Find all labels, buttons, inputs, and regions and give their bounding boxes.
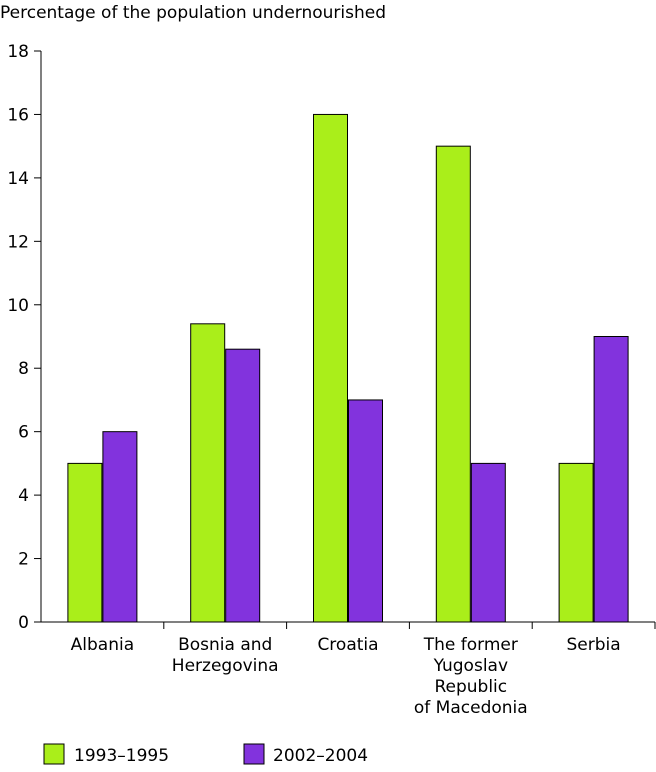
axes: 0 2 4 6 8 10 12 14 16 18 (7, 42, 656, 633)
y-tick-label: 14 (7, 169, 29, 189)
y-tick-label: 12 (7, 232, 29, 252)
y-tick-label: 10 (7, 296, 29, 316)
y-tick-label: 2 (18, 550, 29, 570)
bar-series-1 (558, 462, 594, 623)
bar-series-2 (348, 399, 383, 623)
y-tick-label: 6 (18, 423, 29, 443)
category-label: Bosnia and Herzegovina (172, 635, 279, 676)
bar-series-2 (470, 462, 506, 623)
category-labels: Albania Bosnia and Herzegovina Croatia The f… (71, 635, 621, 718)
bar-series-2 (225, 348, 261, 623)
bar-series-2 (593, 336, 629, 623)
bar-series-2 (102, 431, 138, 623)
y-tick-label: 8 (18, 359, 29, 379)
y-axis-title: Percentage of the population undernouris… (0, 3, 386, 23)
legend-swatch (243, 743, 265, 765)
category-label: The former Yugoslav Republic of Macedonia (414, 635, 528, 718)
bar-series-1 (67, 462, 103, 623)
bar-series-1 (313, 113, 348, 623)
legend-swatch (43, 743, 65, 765)
bars (67, 113, 629, 623)
legend-label: 1993–1995 (74, 746, 169, 766)
category-label: Albania (71, 635, 134, 655)
category-label: Croatia (317, 635, 378, 655)
y-tick-label: 0 (18, 613, 29, 633)
y-tick-label: 18 (7, 42, 29, 62)
bar-series-1 (190, 323, 226, 623)
y-tick-label: 16 (7, 105, 29, 125)
category-label: Serbia (567, 635, 621, 655)
legend-label: 2002–2004 (273, 746, 368, 766)
bar-series-1 (435, 145, 471, 623)
legend: 1993–1995 2002–2004 (43, 743, 368, 766)
y-tick-label: 4 (18, 486, 29, 506)
